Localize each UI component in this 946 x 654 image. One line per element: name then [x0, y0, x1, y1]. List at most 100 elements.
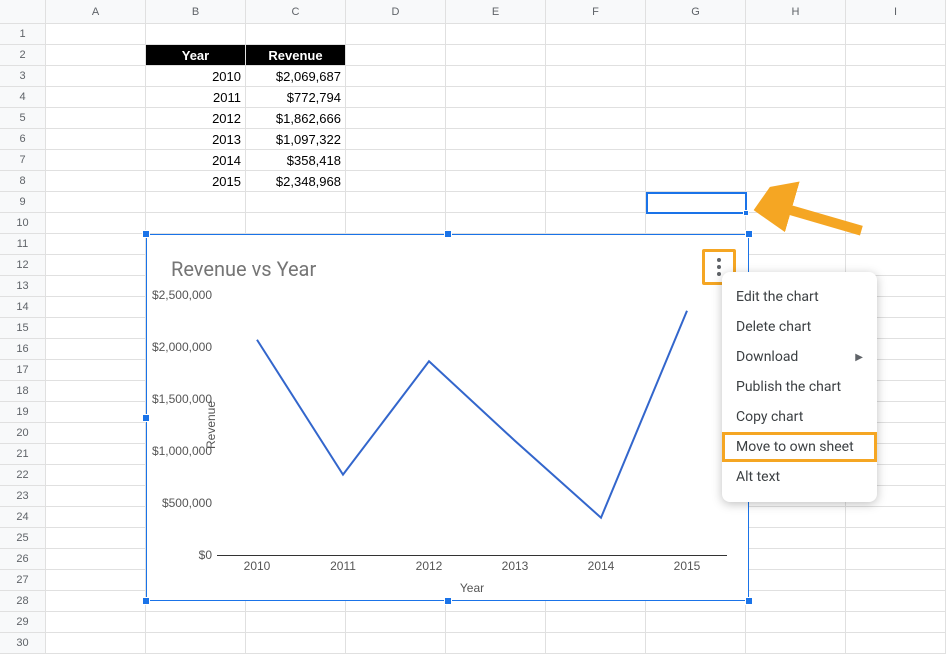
col-header-H[interactable]: H [746, 0, 846, 24]
menu-item-move-to-own-sheet[interactable]: Move to own sheet [722, 432, 877, 462]
cell-H5[interactable] [746, 108, 846, 129]
cell-I6[interactable] [846, 129, 946, 150]
cell-A12[interactable] [46, 255, 146, 276]
cell-A1[interactable] [46, 24, 146, 45]
cell-G2[interactable] [646, 45, 746, 66]
cell-F6[interactable] [546, 129, 646, 150]
menu-item-download[interactable]: Download▶ [722, 342, 877, 372]
cell-I29[interactable] [846, 612, 946, 633]
cell-F29[interactable] [546, 612, 646, 633]
cell-G3[interactable] [646, 66, 746, 87]
cell-G9[interactable] [646, 192, 746, 213]
col-header-E[interactable]: E [446, 0, 546, 24]
cell-A2[interactable] [46, 45, 146, 66]
cell-B29[interactable] [146, 612, 246, 633]
cell-A25[interactable] [46, 528, 146, 549]
cell-E10[interactable] [446, 213, 546, 234]
cell-E1[interactable] [446, 24, 546, 45]
cell-G8[interactable] [646, 171, 746, 192]
row-header-23[interactable]: 23 [0, 486, 46, 507]
row-header-10[interactable]: 10 [0, 213, 46, 234]
row-header-15[interactable]: 15 [0, 318, 46, 339]
cell-H27[interactable] [746, 570, 846, 591]
row-header-1[interactable]: 1 [0, 24, 46, 45]
cell-H8[interactable] [746, 171, 846, 192]
row-header-16[interactable]: 16 [0, 339, 46, 360]
row-header-11[interactable]: 11 [0, 234, 46, 255]
row-header-24[interactable]: 24 [0, 507, 46, 528]
cell-F9[interactable] [546, 192, 646, 213]
resize-handle-left-mid[interactable] [142, 414, 150, 422]
cell-F30[interactable] [546, 633, 646, 654]
cell-I27[interactable] [846, 570, 946, 591]
cell-E8[interactable] [446, 171, 546, 192]
cell-I24[interactable] [846, 507, 946, 528]
chart-context-menu[interactable]: Edit the chartDelete chartDownload▶Publi… [722, 272, 877, 502]
cell-A9[interactable] [46, 192, 146, 213]
cell-D4[interactable] [346, 87, 446, 108]
row-header-22[interactable]: 22 [0, 465, 46, 486]
cell-H4[interactable] [746, 87, 846, 108]
row-header-2[interactable]: 2 [0, 45, 46, 66]
row-header-13[interactable]: 13 [0, 276, 46, 297]
cell-A4[interactable] [46, 87, 146, 108]
cell-H24[interactable] [746, 507, 846, 528]
row-header-27[interactable]: 27 [0, 570, 46, 591]
cell-F10[interactable] [546, 213, 646, 234]
cell-A6[interactable] [46, 129, 146, 150]
row-header-7[interactable]: 7 [0, 150, 46, 171]
cell-C10[interactable] [246, 213, 346, 234]
cell-D5[interactable] [346, 108, 446, 129]
cell-A8[interactable] [46, 171, 146, 192]
cell-A20[interactable] [46, 423, 146, 444]
resize-handle-top-left[interactable] [142, 230, 150, 238]
cell-B5[interactable]: 2012 [146, 108, 246, 129]
cell-H9[interactable] [746, 192, 846, 213]
row-header-29[interactable]: 29 [0, 612, 46, 633]
cell-D1[interactable] [346, 24, 446, 45]
cell-C7[interactable]: $358,418 [246, 150, 346, 171]
cell-A29[interactable] [46, 612, 146, 633]
cell-E29[interactable] [446, 612, 546, 633]
resize-handle-top-mid[interactable] [444, 230, 452, 238]
col-header-I[interactable]: I [846, 0, 946, 24]
resize-handle-bottom-left[interactable] [142, 597, 150, 605]
cell-H30[interactable] [746, 633, 846, 654]
cell-C9[interactable] [246, 192, 346, 213]
cell-C6[interactable]: $1,097,322 [246, 129, 346, 150]
row-header-28[interactable]: 28 [0, 591, 46, 612]
cell-F1[interactable] [546, 24, 646, 45]
row-header-18[interactable]: 18 [0, 381, 46, 402]
cell-D8[interactable] [346, 171, 446, 192]
cell-C30[interactable] [246, 633, 346, 654]
cell-H1[interactable] [746, 24, 846, 45]
cell-I7[interactable] [846, 150, 946, 171]
cell-E4[interactable] [446, 87, 546, 108]
cell-A28[interactable] [46, 591, 146, 612]
row-header-12[interactable]: 12 [0, 255, 46, 276]
cell-D9[interactable] [346, 192, 446, 213]
cell-I4[interactable] [846, 87, 946, 108]
cell-H26[interactable] [746, 549, 846, 570]
menu-item-publish-the-chart[interactable]: Publish the chart [722, 372, 877, 402]
cell-H2[interactable] [746, 45, 846, 66]
cell-A7[interactable] [46, 150, 146, 171]
cell-E6[interactable] [446, 129, 546, 150]
cell-G6[interactable] [646, 129, 746, 150]
cell-H25[interactable] [746, 528, 846, 549]
cell-F3[interactable] [546, 66, 646, 87]
cell-H28[interactable] [746, 591, 846, 612]
cell-B10[interactable] [146, 213, 246, 234]
cell-B2[interactable]: Year [146, 45, 246, 66]
cell-I10[interactable] [846, 213, 946, 234]
cell-E7[interactable] [446, 150, 546, 171]
cell-A30[interactable] [46, 633, 146, 654]
cell-D6[interactable] [346, 129, 446, 150]
cell-I30[interactable] [846, 633, 946, 654]
cell-C8[interactable]: $2,348,968 [246, 171, 346, 192]
resize-handle-bottom-right[interactable] [745, 597, 753, 605]
cell-C1[interactable] [246, 24, 346, 45]
cell-I28[interactable] [846, 591, 946, 612]
cell-I3[interactable] [846, 66, 946, 87]
row-header-4[interactable]: 4 [0, 87, 46, 108]
